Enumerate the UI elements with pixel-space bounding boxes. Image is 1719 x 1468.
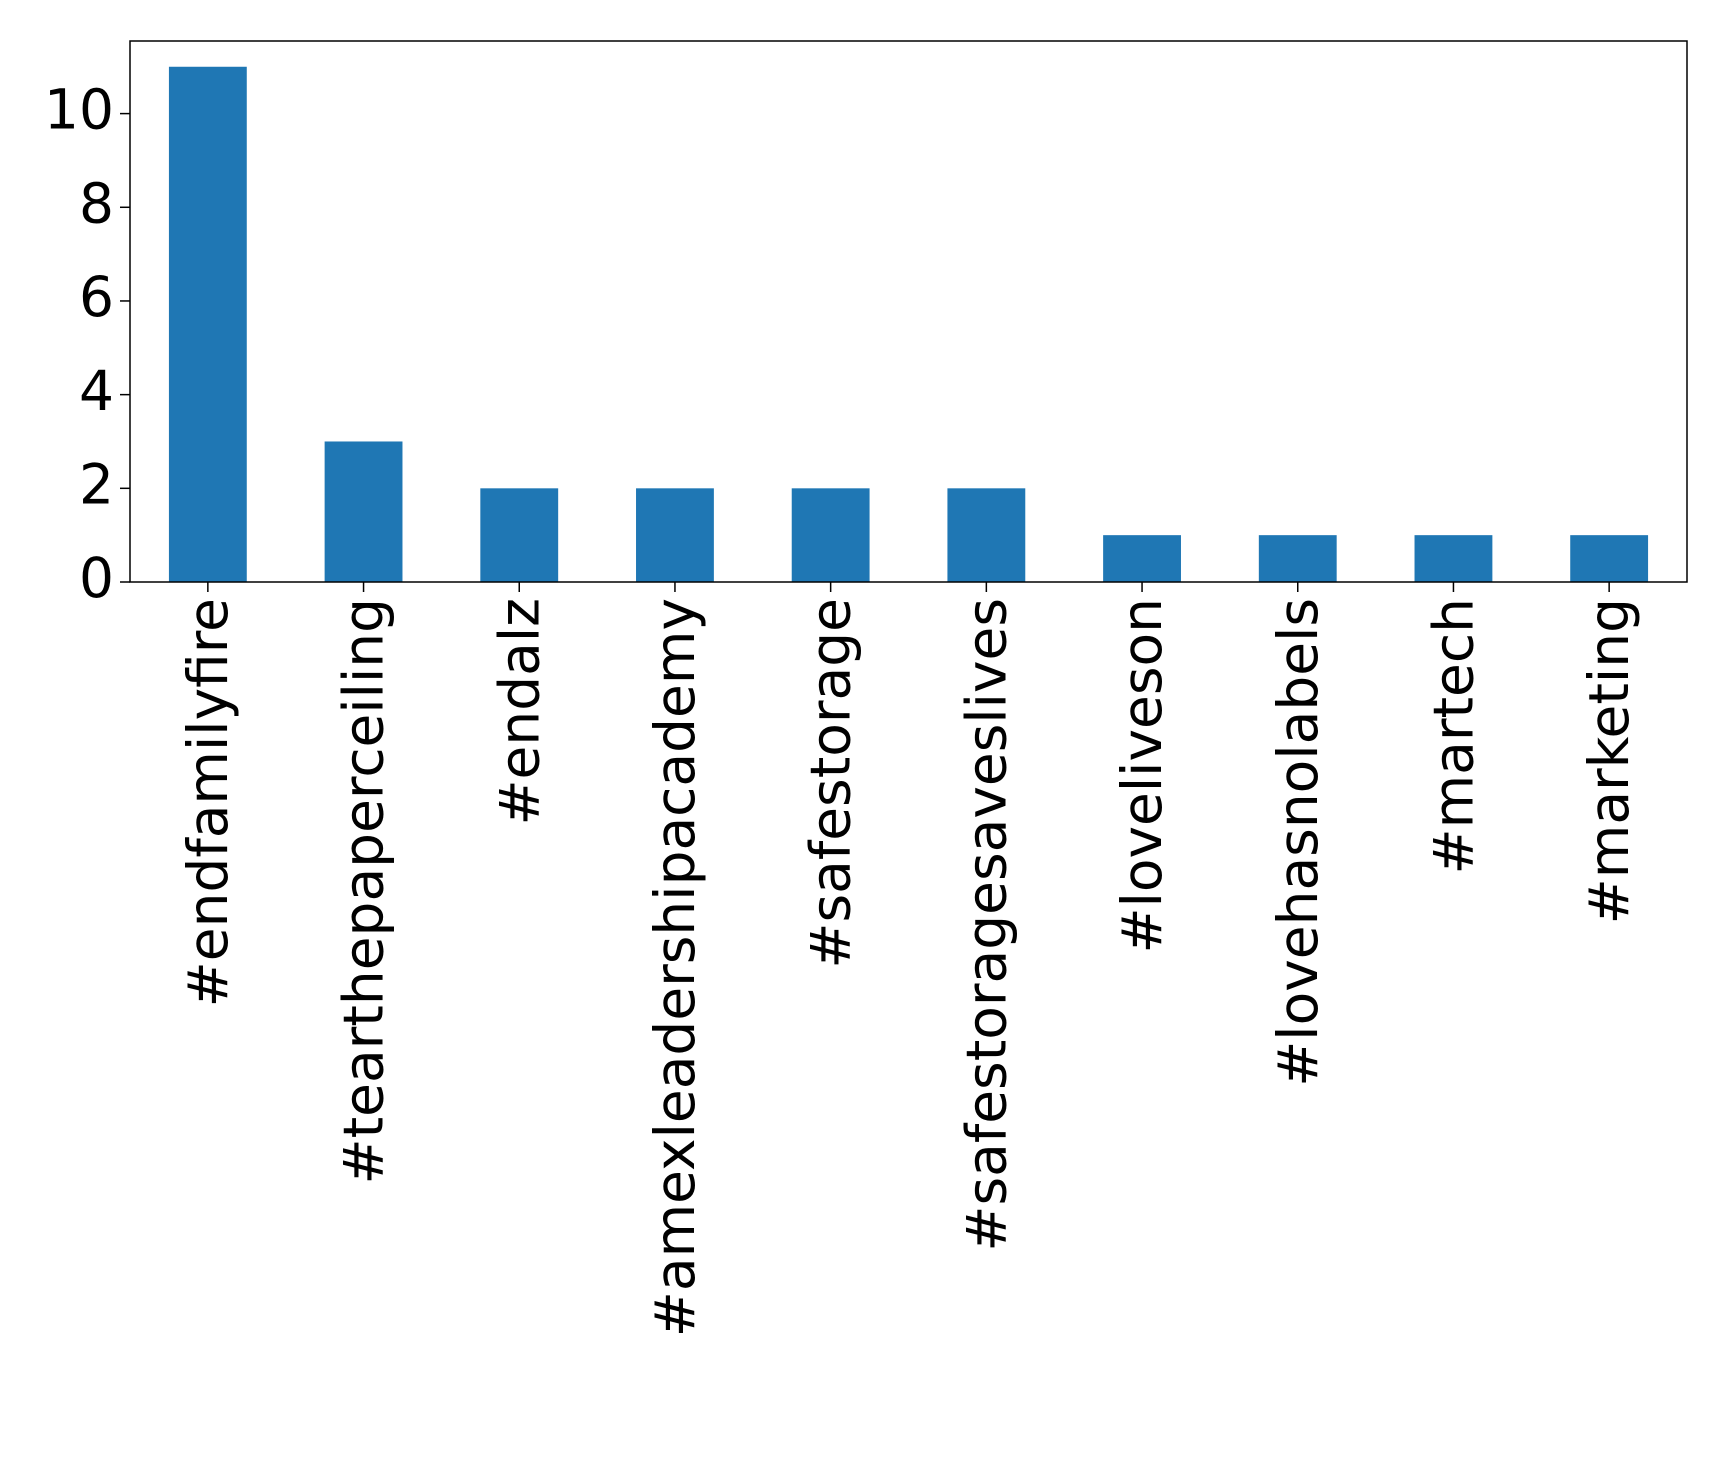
- x-tick-label: #amexleadershipacademy: [643, 598, 707, 1337]
- bar: [947, 488, 1026, 582]
- y-tick-label: 6: [79, 265, 114, 329]
- x-tick-label: #marketing: [1577, 598, 1641, 924]
- x-tick-label: #endfamilyfire: [176, 598, 240, 1007]
- y-tick-label: 4: [79, 359, 114, 423]
- bar: [1570, 535, 1649, 582]
- x-tick-label: #safestorage: [799, 598, 863, 969]
- x-tick-label: #safestoragesaveslives: [954, 598, 1018, 1252]
- bar: [636, 488, 714, 582]
- y-tick-label: 0: [79, 546, 114, 610]
- bar: [1414, 535, 1493, 582]
- y-tick-label: 8: [79, 171, 114, 235]
- x-tick-label: #tearthepaperceiling: [332, 598, 396, 1185]
- bar: [168, 66, 247, 582]
- bar: [1103, 535, 1181, 582]
- y-tick-label: 2: [79, 452, 114, 516]
- bar: [791, 488, 870, 582]
- x-tick-label: #martech: [1421, 598, 1485, 874]
- y-tick-label: 10: [44, 78, 114, 142]
- x-tick-label: #endalz: [487, 598, 551, 826]
- bar: [1258, 535, 1337, 582]
- axes-frame: [129, 40, 1688, 583]
- x-tick-label: #lovehasnolabels: [1266, 598, 1330, 1087]
- bar: [324, 441, 403, 582]
- bar: [480, 488, 559, 582]
- x-tick-label: #loveliveson: [1110, 598, 1174, 954]
